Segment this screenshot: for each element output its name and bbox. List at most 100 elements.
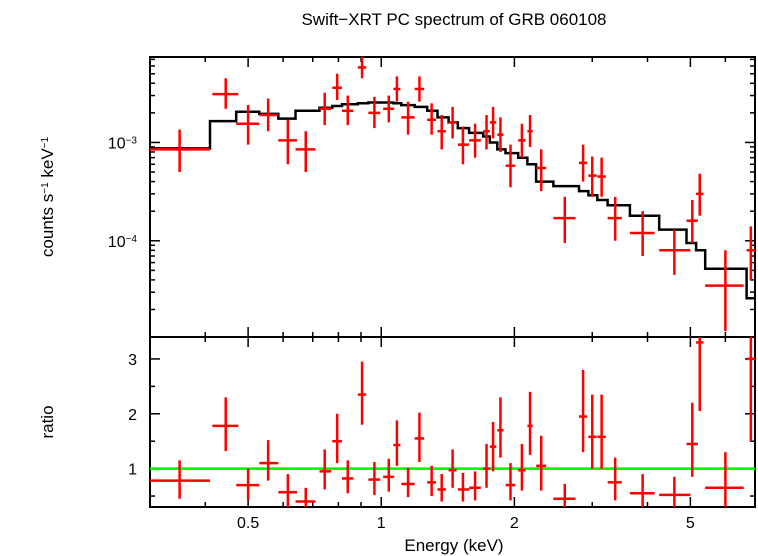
data-point [457, 126, 470, 165]
spectrum-panel: 10−310−4 counts s−1 keV−1 [38, 56, 756, 338]
y-tick-label: 1 [128, 462, 137, 479]
data-point [150, 129, 210, 173]
data-point [414, 412, 425, 463]
data-point [341, 95, 354, 126]
ratio-panel: 1 2 3 ratio [38, 336, 756, 508]
y-label-counts: counts s [38, 194, 57, 257]
data-point [696, 337, 704, 412]
data-point [448, 449, 457, 488]
data-point [332, 73, 342, 101]
data-point [705, 452, 744, 507]
data-point [259, 440, 279, 481]
ratio-data-series [150, 337, 755, 507]
y-tick-label: 3 [128, 352, 137, 369]
data-point [497, 117, 504, 152]
spectrum-panel-ticks [149, 57, 756, 337]
data-point [505, 144, 516, 188]
data-point [437, 474, 446, 502]
data-point [579, 369, 588, 453]
data-point [659, 476, 691, 507]
data-point [527, 391, 533, 455]
data-point [588, 156, 597, 197]
data-point [357, 361, 367, 425]
y-label-kev: keV [38, 148, 57, 183]
data-point [236, 105, 260, 145]
y-label-sup-kev: −1 [40, 136, 51, 148]
data-point [295, 131, 316, 173]
data-point [607, 457, 622, 501]
spectrum-panel-frame [149, 56, 756, 338]
data-point [686, 199, 698, 243]
y-tick-base: 10 [108, 234, 126, 251]
x-tick-label: 1 [377, 515, 386, 532]
ratio-panel-frame [149, 336, 756, 508]
data-point [746, 226, 755, 280]
data-point [448, 106, 457, 139]
data-point [236, 468, 260, 501]
data-point [597, 157, 606, 197]
data-point [588, 394, 597, 469]
y-tick-label: 10−4 [108, 233, 138, 251]
data-point [607, 196, 622, 241]
data-point [629, 211, 655, 256]
data-point [497, 397, 504, 458]
data-point [319, 92, 332, 126]
data-point [483, 443, 490, 488]
data-point [553, 196, 576, 243]
data-point [659, 229, 691, 275]
spectrum-y-axis-label: counts s−1 keV−1 [38, 136, 57, 257]
data-point [579, 144, 588, 182]
data-point [150, 460, 210, 499]
data-point [746, 337, 755, 442]
data-point [295, 487, 316, 507]
data-point [278, 119, 298, 165]
data-point [368, 96, 381, 129]
data-point [393, 420, 401, 466]
data-point [536, 149, 547, 192]
data-point [489, 422, 497, 472]
data-point [518, 443, 526, 491]
x-tick-labels: 0.5 1 2 5 [237, 515, 695, 532]
y-tick-exponent: −4 [126, 233, 138, 244]
x-tick-label: 0.5 [237, 515, 259, 532]
data-point [414, 76, 425, 102]
spectrum-y-tick-labels: 10−310−4 [108, 135, 138, 251]
data-point [383, 458, 395, 492]
data-point [597, 394, 606, 469]
data-point [357, 57, 367, 79]
data-point [705, 250, 744, 332]
data-point [536, 435, 547, 491]
data-point [469, 471, 481, 501]
x-axis-label: Energy (keV) [404, 536, 503, 555]
y-tick-label: 10−3 [108, 135, 138, 153]
data-point [469, 123, 481, 158]
data-point [341, 460, 354, 494]
data-point [278, 474, 298, 507]
chart-title: Swift−XRT PC spectrum of GRB 060108 [301, 10, 606, 29]
y-tick-base: 10 [108, 135, 126, 152]
data-point [686, 402, 698, 477]
data-point [505, 463, 516, 501]
data-point [212, 397, 239, 452]
ratio-panel-ticks [149, 337, 756, 507]
y-tick-exponent: −3 [126, 135, 138, 146]
data-point [483, 115, 490, 150]
data-point [427, 103, 437, 135]
ratio-y-axis-label: ratio [38, 405, 57, 438]
data-point [696, 173, 704, 216]
data-point [489, 106, 497, 139]
data-point [368, 462, 381, 495]
data-point [427, 465, 437, 497]
data-point [212, 78, 239, 109]
data-point [383, 95, 395, 123]
spectrum-data-series [150, 57, 755, 332]
data-point [393, 76, 401, 102]
x-tick-label: 2 [510, 515, 519, 532]
data-point [401, 101, 415, 135]
data-point [332, 413, 342, 464]
data-point [457, 473, 470, 502]
data-point [319, 449, 332, 490]
ratio-y-tick-labels: 1 2 3 [128, 352, 137, 479]
x-tick-label: 5 [686, 515, 695, 532]
